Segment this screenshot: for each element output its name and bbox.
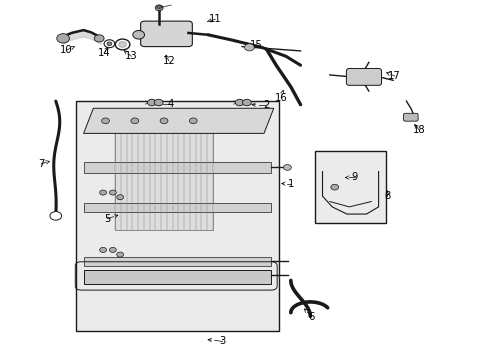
FancyBboxPatch shape [403,113,417,121]
Circle shape [104,40,115,48]
Text: 8: 8 [384,191,390,201]
Text: 15: 15 [250,40,263,50]
Text: 2: 2 [263,100,269,110]
Text: 17: 17 [387,71,400,81]
Circle shape [107,42,112,45]
Text: 13: 13 [125,51,138,61]
Text: 11: 11 [208,14,221,24]
Circle shape [133,31,144,39]
Circle shape [155,5,163,11]
Circle shape [235,99,244,106]
FancyBboxPatch shape [141,21,192,46]
Text: 9: 9 [351,172,357,183]
Circle shape [119,41,126,47]
Circle shape [242,99,251,106]
Circle shape [50,212,61,220]
FancyBboxPatch shape [346,68,381,85]
Circle shape [147,99,156,106]
Bar [115,123,212,230]
Circle shape [154,99,163,106]
Text: 18: 18 [412,125,425,135]
Circle shape [330,184,338,190]
Text: 12: 12 [162,56,175,66]
Circle shape [115,39,130,50]
Circle shape [109,247,116,252]
Circle shape [100,190,106,195]
Text: 5: 5 [104,214,110,224]
Circle shape [100,247,106,252]
Text: 7: 7 [38,159,44,169]
Bar [83,203,271,212]
Circle shape [117,195,123,200]
Text: 14: 14 [98,48,111,58]
Bar [76,101,278,330]
Circle shape [283,165,291,170]
Bar [83,162,271,173]
Circle shape [160,118,167,124]
Circle shape [109,190,116,195]
Circle shape [102,118,109,124]
Circle shape [157,5,161,9]
Circle shape [117,252,123,257]
Polygon shape [83,108,273,134]
Circle shape [244,44,254,51]
Text: 1: 1 [287,179,293,189]
Bar [83,270,271,284]
Circle shape [57,34,69,43]
Text: 3: 3 [219,336,225,346]
Circle shape [94,35,104,42]
Circle shape [131,118,139,124]
Bar [315,151,385,223]
Text: 10: 10 [60,45,72,55]
Text: 4: 4 [167,99,173,109]
Bar [83,257,271,266]
Text: 6: 6 [308,312,314,322]
Text: 16: 16 [274,93,287,103]
Circle shape [189,118,197,124]
